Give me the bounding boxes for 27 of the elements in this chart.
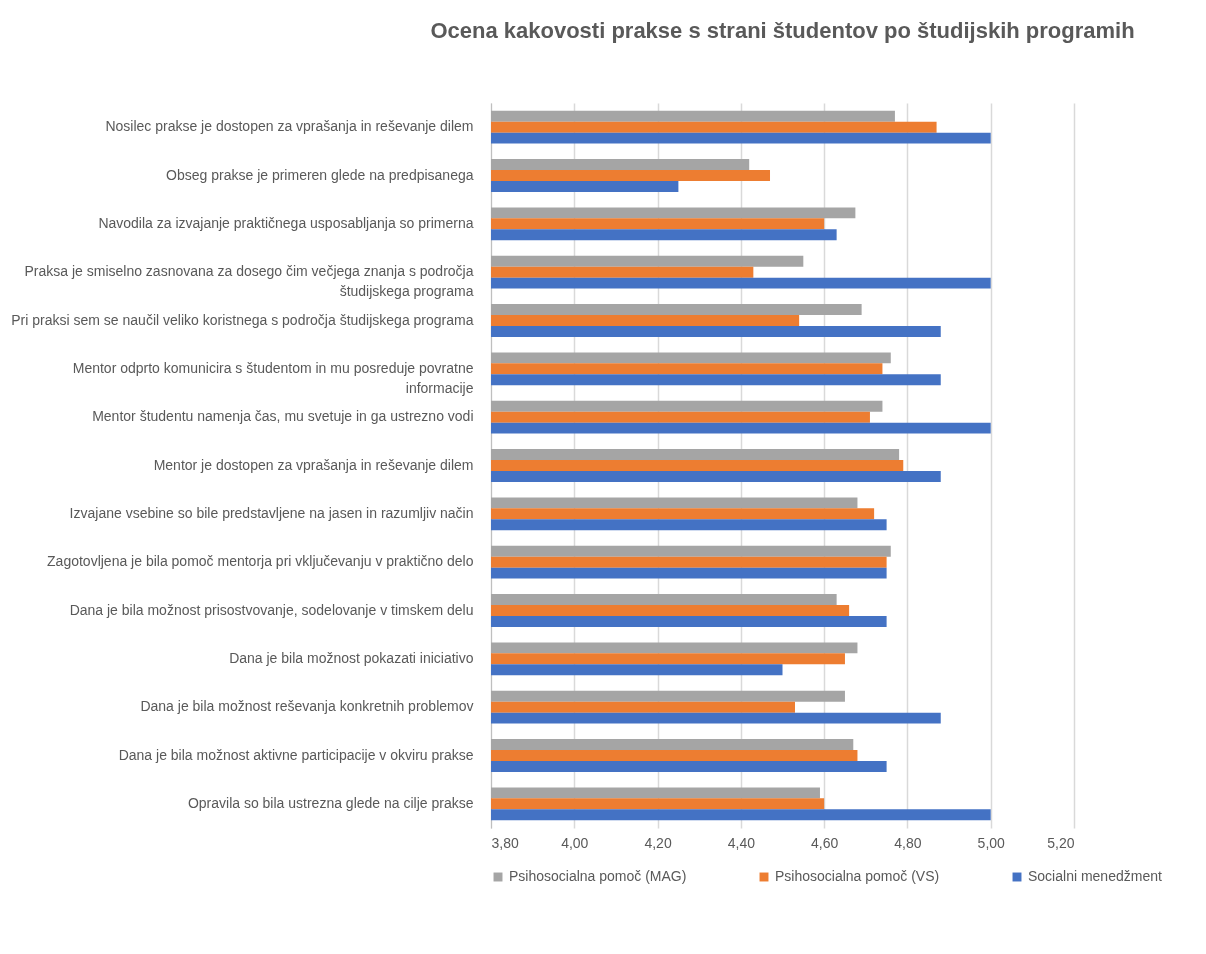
x-tick-label: 4,60: [811, 834, 839, 851]
x-tick-label: 5,00: [977, 834, 1006, 851]
y-tick-label: Dana je bila možnost prisostvovanje, sodelovanje v timskem delu: [69, 601, 474, 618]
x-tick-label: 3,80: [491, 834, 519, 851]
x-tick-label: 4,40: [727, 834, 756, 851]
x-tick-label: 5,20: [1047, 834, 1075, 851]
x-tick-label: 4,80: [894, 834, 922, 851]
y-tick-label: Dana je bila možnost aktivne participacije v okviru prakse: [118, 746, 474, 763]
y-tick-label: Mentor je dostopen za vprašanja in reševanje dilem: [153, 456, 474, 473]
chart-title: Ocena kakovosti prakse s strani študentov po študijskih programih: [430, 18, 1135, 43]
x-tick-label: 4,00: [561, 834, 589, 851]
y-tick-label: Nosilec prakse je dostopen za vprašanja in reševanje dilem: [105, 118, 474, 135]
legend-label: Socialni menedžment: [1028, 868, 1162, 884]
y-tick-label: Mentor odprto komunicira s študentom in mu posreduje povratne informacije: [72, 359, 474, 396]
y-tick-label: Obseg prakse je primeren glede na predpisanega: [166, 166, 474, 183]
legend-label: Psihosocialna pomoč (VS): [775, 868, 940, 884]
y-tick-label: Opravila so bila ustrezna glede na cilje prakse: [187, 794, 474, 811]
y-tick-label: Pri praksi sem se naučil veliko koristnega s področja študijskega programa: [11, 311, 474, 328]
y-tick-label: Zagotovljena je bila pomoč mentorja pri vključevanju v praktično delo: [47, 553, 474, 570]
y-tick-label: Mentor študentu namenja čas, mu svetuje in ga ustrezno vodi: [92, 408, 474, 425]
y-tick-label: Navodila za izvajanje praktičnega usposabljanja so primerna: [98, 214, 474, 231]
y-tick-label: Dana je bila možnost reševanja konkretnih problemov: [140, 698, 474, 715]
x-tick-label: 4,20: [644, 834, 672, 851]
legend-label: Psihosocialna pomoč (MAG): [509, 868, 687, 884]
y-tick-label: Praksa je smiselno zasnovana za dosego čim večjega znanja s področja študijskega programa: [24, 263, 474, 300]
y-tick-label: Dana je bila možnost pokazati iniciativo: [229, 649, 474, 666]
y-tick-label: Izvajane vsebine so bile predstavljene na jasen in razumljiv način: [69, 504, 474, 521]
